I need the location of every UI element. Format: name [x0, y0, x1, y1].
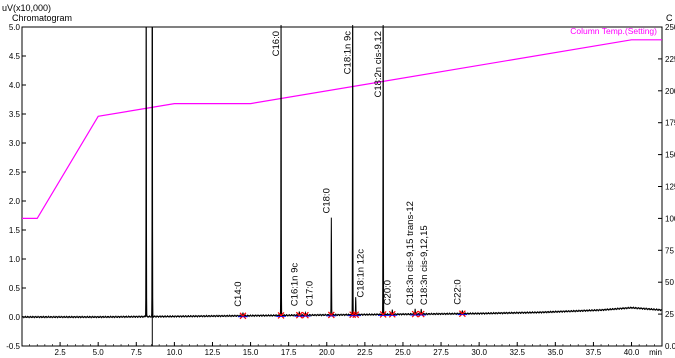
right-axis-title: C — [666, 13, 673, 23]
peak-label: C18:2n cis-9,12 — [373, 31, 384, 98]
x-tick-label: 10.0 — [167, 348, 183, 357]
peak-label: C18:1n 12c — [356, 249, 367, 298]
column-temp-group — [22, 39, 662, 219]
right-tick-label: 200 — [665, 87, 675, 96]
x-tick-label: 22.5 — [357, 348, 373, 357]
right-tick-label: 250 — [665, 23, 675, 32]
peak-marker — [458, 310, 466, 318]
peak-label: C18:3n cis-9,15 trans-12 — [405, 201, 416, 305]
x-tick-label: 17.5 — [281, 348, 297, 357]
peak-label: C16:0 — [271, 31, 282, 56]
left-tick-label: 1.0 — [9, 255, 21, 264]
peak-label: C18:3n cis-9,12,15 — [419, 225, 430, 305]
x-tick-label: 27.5 — [433, 348, 449, 357]
x-tick-label: 15.0 — [243, 348, 259, 357]
right-tick-label: 0.0 — [665, 342, 675, 351]
peak-marker — [352, 311, 360, 319]
left-tick-label: 4.5 — [9, 52, 21, 61]
left-tick-label: 0.0 — [9, 313, 21, 322]
left-tick-label: -0.5 — [6, 342, 20, 351]
chromatogram-line — [21, 24, 663, 319]
right-tick-label: 25 — [665, 310, 674, 319]
chromatogram-trace-group — [21, 24, 663, 346]
left-axis-title: uV(x10,000) — [2, 3, 51, 13]
x-tick-label: 2.5 — [55, 348, 67, 357]
left-tick-label: 5.0 — [9, 23, 21, 32]
x-tick-label: 30.0 — [471, 348, 487, 357]
left-tick-label: 3.5 — [9, 110, 21, 119]
peak-marker — [327, 311, 335, 319]
left-tick-label: 4.0 — [9, 81, 21, 90]
peak-label: C17:0 — [304, 281, 315, 306]
peak-label: C18:0 — [321, 188, 332, 213]
x-axis-unit: min — [649, 348, 662, 357]
right-tick-label: 225 — [665, 55, 675, 64]
x-tick-label: 32.5 — [509, 348, 525, 357]
peak-marker — [302, 311, 309, 319]
x-tick-label: 25.0 — [395, 348, 411, 357]
left-tick-label: 1.5 — [9, 226, 21, 235]
x-tick-label: 20.0 — [319, 348, 335, 357]
x-tick-label: 7.5 — [131, 348, 143, 357]
peak-marker — [388, 310, 396, 318]
peak-marker — [277, 311, 285, 319]
peak-marker — [239, 312, 247, 320]
peak-marker — [417, 310, 425, 318]
peak-markers-group — [237, 310, 468, 320]
right-tick-label: 100 — [665, 214, 675, 223]
left-tick-label: 0.5 — [9, 284, 21, 293]
peak-marker — [349, 311, 357, 319]
x-tick-label: 35.0 — [548, 348, 564, 357]
right-tick-label: 50 — [665, 278, 674, 287]
axes-group: 5.04.54.03.53.02.52.01.51.00.50.0-0.5250… — [6, 23, 675, 357]
peak-label: C14:0 — [233, 281, 244, 306]
right-tick-label: 125 — [665, 183, 675, 192]
peak-label: C22:0 — [452, 279, 463, 304]
left-tick-label: 2.0 — [9, 197, 21, 206]
column-temp-title: Column Temp.(Setting) — [570, 26, 657, 36]
peak-labels-group: C14:0 C16:0 C16:1n 9c C17:0 C18:0 C18:1n 9c C1… — [233, 31, 463, 307]
left-tick-label: 3.0 — [9, 139, 21, 148]
x-tick-label: 37.5 — [586, 348, 602, 357]
x-tick-label: 5.0 — [93, 348, 105, 357]
peak-marker — [379, 311, 387, 318]
peak-marker — [411, 310, 419, 318]
x-tick-label: 40.0 — [624, 348, 640, 357]
chromatogram-title: Chromatogram — [12, 13, 72, 23]
left-tick-label: 2.5 — [9, 168, 21, 177]
column-temp-line — [22, 39, 662, 219]
right-tick-label: 175 — [665, 119, 675, 128]
peak-label: C18:1n 9c — [343, 31, 354, 75]
peak-marker — [295, 311, 303, 319]
peak-label: C20:0 — [382, 280, 393, 305]
peak-label: C16:1n 9c — [289, 263, 300, 307]
right-tick-label: 75 — [665, 246, 674, 255]
right-tick-label: 150 — [665, 151, 675, 160]
x-tick-label: 12.5 — [205, 348, 221, 357]
